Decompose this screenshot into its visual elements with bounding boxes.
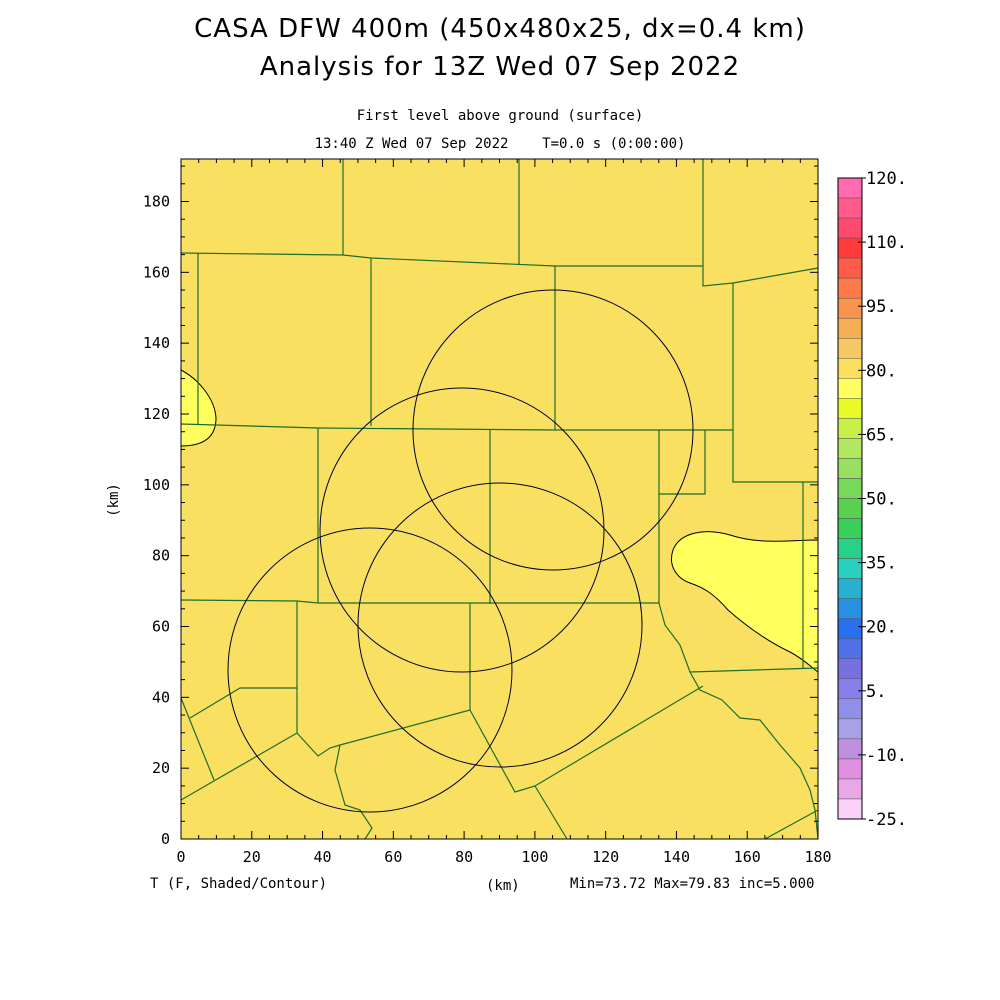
axis-ticks [180,159,819,840]
colorbar-segment [837,438,863,459]
x-tick-label: 20 [243,848,261,866]
footer-stats: Min=73.72 Max=79.83 inc=5.000 [570,876,815,892]
x-tick-label: 40 [314,848,332,866]
title-line-2: Analysis for 13Z Wed 07 Sep 2022 [259,52,741,82]
colorbar-segment [837,718,863,740]
colorbar-segment [837,317,863,339]
x-tick-label: 80 [455,848,473,866]
y-axis-title: (km) [106,483,122,517]
y-tick-label: 180 [143,193,170,211]
colorbar-segment [837,558,863,579]
colorbar-segment [837,398,863,419]
x-axis-labels: 0 20 40 60 80 100 120 140 160 180 [176,848,831,866]
colorbar-label: 95. [866,297,897,317]
colorbar-segment [837,658,863,680]
colorbar-labels: 120. 110. 95. 80. 65. 50. 35. 20. 5. -10. -25. [858,169,907,830]
colorbar-label: -10. [866,746,907,766]
colorbar-segment [837,618,863,639]
colorbar-segment [837,498,863,519]
colorbar-label: 35. [866,554,897,574]
colorbar-segment [837,598,863,619]
footer-variable: T (F, Shaded/Contour) [150,876,328,892]
colorbar-label: 110. [866,233,907,253]
colorbar-segment [837,798,863,820]
colorbar-segment [837,217,863,239]
y-tick-label: 80 [152,547,170,565]
colorbar-segment [837,778,863,800]
colorbar-segment [837,518,863,539]
y-tick-label: 140 [143,334,170,352]
colorbar-segment [837,257,863,279]
colorbar-label: 20. [866,618,897,638]
colorbar-segment [837,338,863,359]
x-tick-label: 60 [384,848,402,866]
county-boundaries [180,159,819,840]
colorbar-segment [837,458,863,479]
colorbar-label: 50. [866,490,897,510]
colorbar-segment [837,297,863,319]
colorbar-segment [837,758,863,780]
y-tick-label: 60 [152,618,170,636]
colorbar-label: 80. [866,361,897,381]
y-tick-label: 20 [152,759,170,777]
colorbar-label: 65. [866,425,897,445]
subtitle-level: First level above ground (surface) [356,108,644,124]
colorbar-segment [837,738,863,760]
subtitle-time: 13:40 Z Wed 07 Sep 2022 T=0.0 s (0:00:00… [314,136,686,152]
x-tick-label: 160 [734,848,761,866]
x-tick-label: 180 [804,848,831,866]
title-line-1: CASA DFW 400m (450x480x25, dx=0.4 km) [194,14,806,44]
warm-anomaly-east [671,531,819,673]
colorbar-segment [837,197,863,219]
colorbar-segment [837,378,863,399]
y-tick-label: 120 [143,405,170,423]
colorbar-segment [837,237,863,259]
temperature-field [181,159,818,839]
x-tick-label: 100 [521,848,548,866]
colorbar-segment [837,678,863,700]
y-axis-labels: 0 20 40 60 80 100 120 140 160 180 [143,193,170,849]
y-tick-label: 40 [152,688,170,706]
colorbar-segment [837,538,863,559]
colorbar-segment [837,277,863,299]
y-tick-label: 100 [143,476,170,494]
y-tick-label: 0 [161,830,170,848]
y-tick-label: 160 [143,263,170,281]
colorbar-segment [837,698,863,720]
colorbar-label: 5. [866,682,886,702]
radar-range-rings [227,289,694,813]
footer-x-unit: (km) [486,878,520,894]
colorbar-segment [837,578,863,599]
colorbar-label: 120. [866,169,907,189]
colorbar-segment [837,358,863,379]
colorbar-label: -25. [866,810,907,830]
colorbar-segment [837,177,863,199]
colorbar-segment [837,638,863,659]
x-tick-label: 0 [176,848,185,866]
x-tick-label: 140 [663,848,690,866]
colorbar-segment [837,418,863,439]
x-tick-label: 120 [592,848,619,866]
colorbar [837,177,863,820]
colorbar-segment [837,478,863,499]
